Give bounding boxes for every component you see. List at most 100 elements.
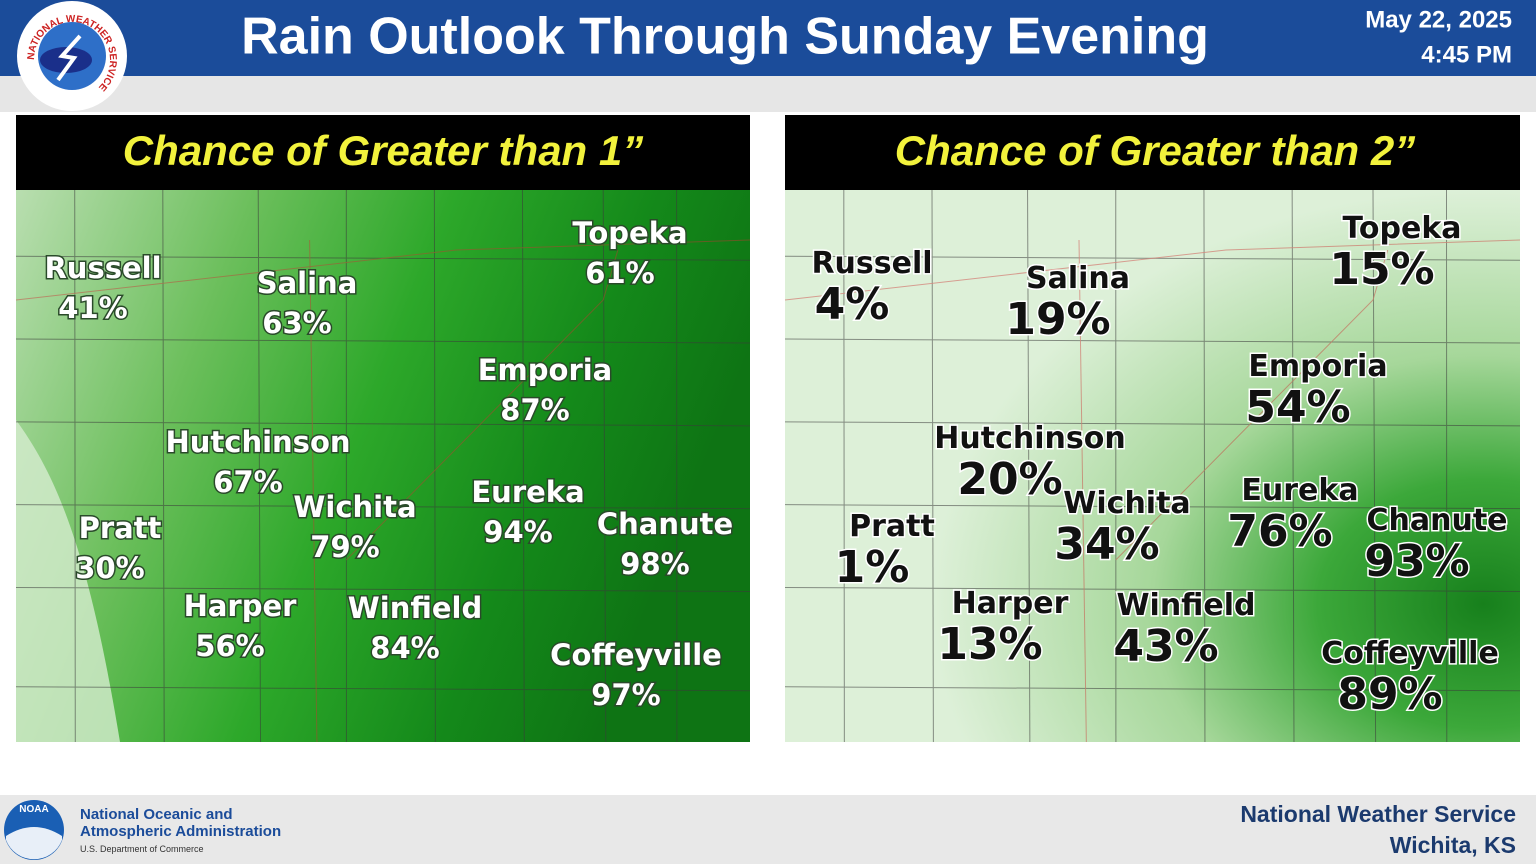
city-chance: 54%	[1245, 382, 1350, 433]
panel-title: Chance of Greater than 1”	[123, 127, 643, 174]
panel-title: Chance of Greater than 2”	[895, 127, 1415, 174]
city-chance: 61%	[585, 256, 654, 290]
footer-bar	[0, 795, 1536, 864]
county-line	[15, 338, 751, 344]
agency-line: Atmospheric Administration	[80, 823, 281, 840]
county-line	[1027, 189, 1031, 743]
county-line	[15, 255, 751, 261]
office: National Weather Service	[1240, 801, 1516, 827]
city-chance: 63%	[262, 306, 331, 340]
city-name: Hutchinson	[934, 421, 1125, 456]
road	[309, 239, 318, 743]
city-name: Winfield	[348, 591, 482, 625]
road	[15, 239, 751, 301]
county-line	[843, 189, 845, 743]
road	[1115, 249, 1389, 561]
road	[345, 249, 619, 561]
city-name: Hutchinson	[165, 425, 350, 459]
map	[16, 190, 750, 742]
agency-line: National Oceanic and	[80, 806, 233, 823]
department: U.S. Department of Commerce	[80, 844, 204, 854]
county-lines	[15, 189, 1521, 743]
noaa-text: NOAA	[19, 804, 48, 815]
location: Wichita, KS	[1390, 832, 1516, 858]
city-chance: 84%	[370, 631, 439, 665]
city-name: Emporia	[1248, 349, 1387, 384]
city-chance: 89%	[1337, 669, 1442, 720]
city-chance: 97%	[591, 678, 660, 712]
city-name: Coffeyville	[1321, 636, 1499, 671]
county-line	[1291, 189, 1295, 743]
county-line	[15, 686, 751, 692]
county-line	[15, 421, 751, 427]
city-name: Winfield	[1116, 588, 1255, 623]
county-line	[784, 255, 1521, 261]
city-name: Topeka	[572, 216, 687, 250]
city-name: Wichita	[293, 490, 416, 524]
city-chance: 43%	[1113, 621, 1218, 672]
city-chance: 19%	[1005, 294, 1110, 345]
header-strip	[0, 76, 1536, 112]
cities: Russell 41% Salina 63% Topeka 61% Emporia 87% Hu…	[43, 210, 1509, 722]
city-name: Eureka	[1241, 473, 1358, 508]
county-line	[257, 189, 262, 743]
city-chance: 15%	[1329, 244, 1434, 295]
city-name: Pratt	[849, 509, 935, 544]
city-name: Wichita	[1063, 486, 1190, 521]
city-name: Coffeyville	[550, 638, 722, 672]
road	[1078, 239, 1087, 743]
city-chance: 34%	[1054, 519, 1159, 570]
nws-logo: NATIONAL WEATHER SERVICE	[17, 1, 127, 111]
county-line	[433, 189, 436, 743]
city-name: Pratt	[79, 511, 162, 545]
header-bar	[0, 0, 1536, 76]
county-line	[784, 686, 1521, 692]
city-chance: 1%	[835, 542, 910, 593]
county-line	[15, 586, 751, 592]
city-chance: 87%	[500, 393, 569, 427]
road	[784, 239, 1521, 301]
county-line	[74, 189, 76, 743]
city-name: Harper	[952, 586, 1069, 621]
time: 4:45 PM	[1421, 41, 1512, 68]
city-chance: 13%	[937, 619, 1042, 670]
city-name: Salina	[1026, 261, 1130, 296]
city-chance: 56%	[195, 629, 264, 663]
city-name: Topeka	[1342, 211, 1461, 246]
county-line	[784, 504, 1521, 510]
county-line	[1203, 189, 1206, 743]
county-line	[784, 421, 1521, 427]
city-chance: 67%	[213, 465, 282, 499]
county-line	[15, 504, 751, 510]
city-name: Russell	[811, 246, 932, 281]
city-name: Russell	[44, 251, 161, 285]
panel-left: Chance of Greater than 1”	[16, 115, 750, 742]
city-chance: 30%	[75, 551, 144, 585]
county-line	[931, 189, 934, 743]
city-chance: 76%	[1227, 506, 1332, 557]
county-line	[784, 586, 1521, 592]
county-line	[521, 189, 525, 743]
city-chance: 4%	[815, 279, 890, 330]
city-name: Eureka	[471, 475, 584, 509]
city-name: Emporia	[478, 353, 613, 387]
city-chance: 79%	[310, 530, 379, 564]
city-chance: 41%	[58, 291, 127, 325]
county-line	[784, 338, 1521, 344]
county-line	[1372, 189, 1377, 743]
county-line	[162, 189, 165, 743]
county-line	[602, 189, 607, 743]
city-name: Chanute	[597, 507, 733, 541]
city-name: Salina	[257, 266, 358, 300]
city-name: Chanute	[1366, 503, 1507, 538]
panel-right: Chance of Greater than 2”	[785, 115, 1520, 742]
city-chance: 94%	[483, 515, 552, 549]
date: May 22, 2025	[1365, 6, 1512, 33]
title: Rain Outlook Through Sunday Evening	[241, 8, 1209, 66]
city-chance: 20%	[957, 454, 1062, 505]
city-name: Harper	[184, 589, 298, 623]
city-chance: 98%	[620, 547, 689, 581]
city-chance: 93%	[1364, 536, 1469, 587]
map	[785, 190, 1520, 742]
